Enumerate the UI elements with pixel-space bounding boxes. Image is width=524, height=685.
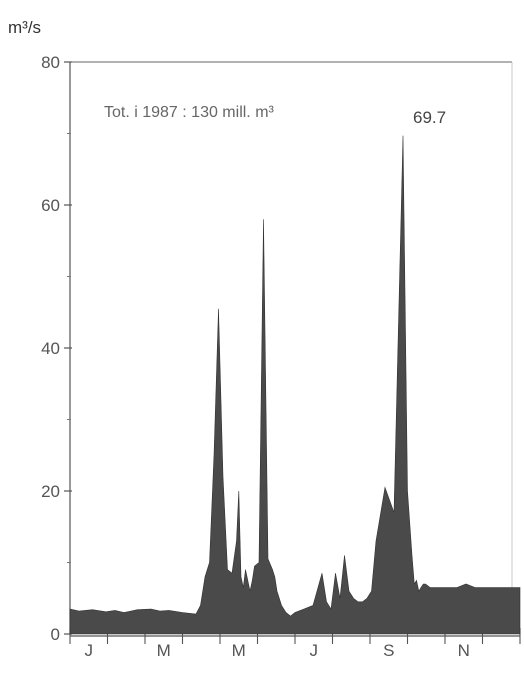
x-month-label: S (383, 641, 394, 660)
annotation-total: Tot. i 1987 : 130 mill. m³ (104, 104, 275, 121)
discharge-series-area (69, 135, 521, 635)
plot-area (69, 135, 521, 635)
peak-value-label: 69.7 (413, 108, 446, 127)
x-month-label: N (458, 641, 470, 660)
y-tick-label: 80 (41, 53, 60, 72)
x-month-label: M (157, 641, 171, 660)
axes: 0 20 40 60 80 J M M J S N (41, 53, 521, 660)
y-tick-label: 20 (41, 482, 60, 501)
y-tick-label: 0 (51, 625, 60, 644)
x-month-label: J (310, 641, 319, 660)
x-month-label: M (232, 641, 246, 660)
y-tick-label: 40 (41, 339, 60, 358)
y-unit-label: m³/s (8, 18, 41, 37)
x-month-label: J (85, 641, 94, 660)
y-tick-label: 60 (41, 196, 60, 215)
